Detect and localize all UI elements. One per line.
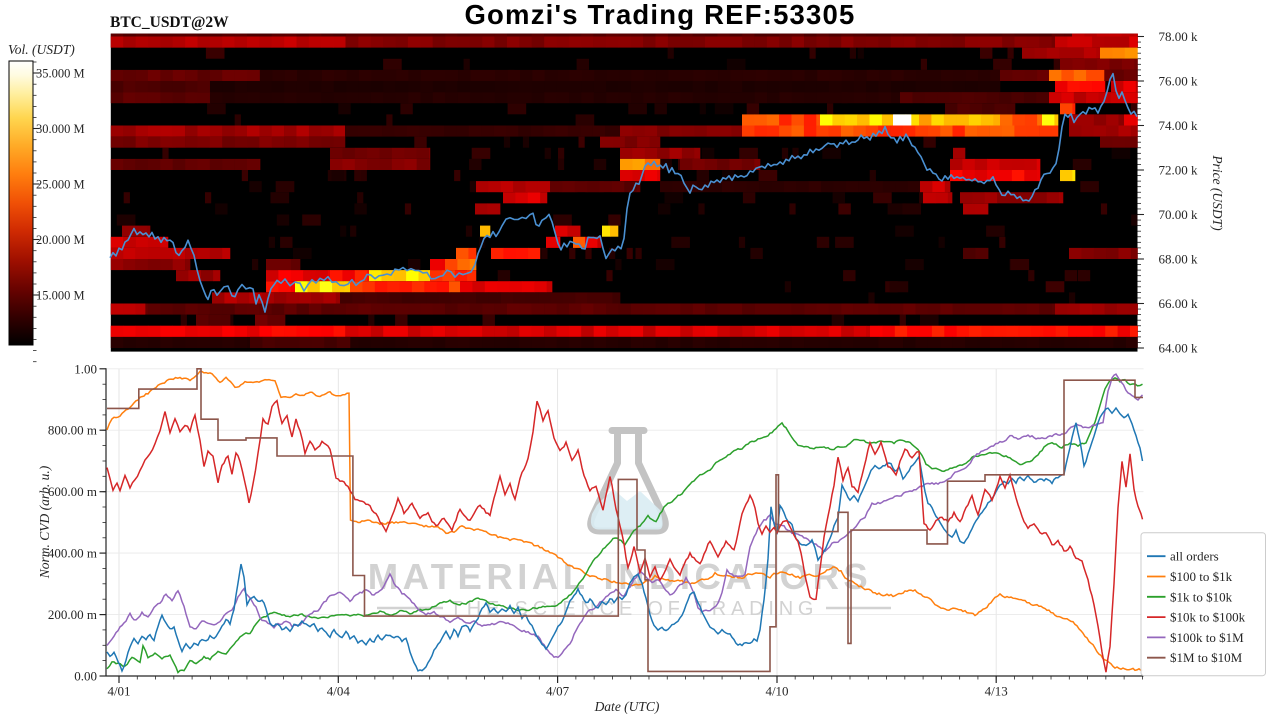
svg-text:800.00 m: 800.00 m bbox=[48, 423, 97, 438]
svg-text:all orders: all orders bbox=[1170, 549, 1219, 564]
svg-text:30.000 M: 30.000 M bbox=[36, 122, 85, 136]
svg-text:0.00: 0.00 bbox=[74, 669, 97, 684]
svg-text:76.00 k: 76.00 k bbox=[1159, 74, 1199, 89]
svg-text:$10k to $100k: $10k to $100k bbox=[1170, 610, 1246, 625]
svg-text:64.00 k: 64.00 k bbox=[1159, 341, 1199, 356]
svg-text:THE SCIENCE OF TRADING: THE SCIENCE OF TRADING bbox=[450, 598, 819, 620]
svg-text:Gomzi's Trading REF:53305: Gomzi's Trading REF:53305 bbox=[464, 0, 855, 30]
svg-text:Norm. CVD (arb. u.): Norm. CVD (arb. u.) bbox=[37, 465, 52, 579]
svg-text:25.000 M: 25.000 M bbox=[36, 178, 85, 192]
svg-text:74.00 k: 74.00 k bbox=[1159, 118, 1199, 133]
svg-text:70.00 k: 70.00 k bbox=[1159, 207, 1199, 222]
svg-text:4/01: 4/01 bbox=[107, 684, 130, 699]
svg-text:1.00: 1.00 bbox=[74, 361, 97, 376]
svg-text:200.00 m: 200.00 m bbox=[48, 607, 97, 622]
svg-text:20.000 M: 20.000 M bbox=[36, 233, 85, 247]
svg-text:400.00 m: 400.00 m bbox=[48, 546, 97, 561]
svg-text:72.00 k: 72.00 k bbox=[1159, 163, 1199, 178]
svg-text:Vol. (USDT): Vol. (USDT) bbox=[8, 42, 75, 57]
svg-text:4/04: 4/04 bbox=[327, 684, 351, 699]
svg-text:4/10: 4/10 bbox=[765, 684, 788, 699]
svg-text:35.000 M: 35.000 M bbox=[36, 67, 85, 81]
svg-text:$1M to $10M: $1M to $10M bbox=[1170, 650, 1243, 665]
svg-text:$1k to $10k: $1k to $10k bbox=[1170, 589, 1233, 604]
svg-text:BTC_USDT@2W: BTC_USDT@2W bbox=[110, 14, 229, 31]
svg-text:$100k to $1M: $100k to $1M bbox=[1170, 630, 1244, 645]
svg-text:4/13: 4/13 bbox=[985, 684, 1008, 699]
svg-text:66.00 k: 66.00 k bbox=[1159, 296, 1199, 311]
svg-text:$100 to $1k: $100 to $1k bbox=[1170, 569, 1233, 584]
svg-text:15.000 M: 15.000 M bbox=[36, 289, 85, 303]
svg-text:600.00 m: 600.00 m bbox=[48, 484, 97, 499]
svg-text:Price (USDT): Price (USDT) bbox=[1210, 154, 1225, 231]
svg-text:4/07: 4/07 bbox=[546, 684, 570, 699]
svg-text:68.00 k: 68.00 k bbox=[1159, 252, 1199, 267]
svg-text:Date (UTC): Date (UTC) bbox=[594, 699, 660, 714]
svg-text:78.00 k: 78.00 k bbox=[1159, 29, 1199, 44]
